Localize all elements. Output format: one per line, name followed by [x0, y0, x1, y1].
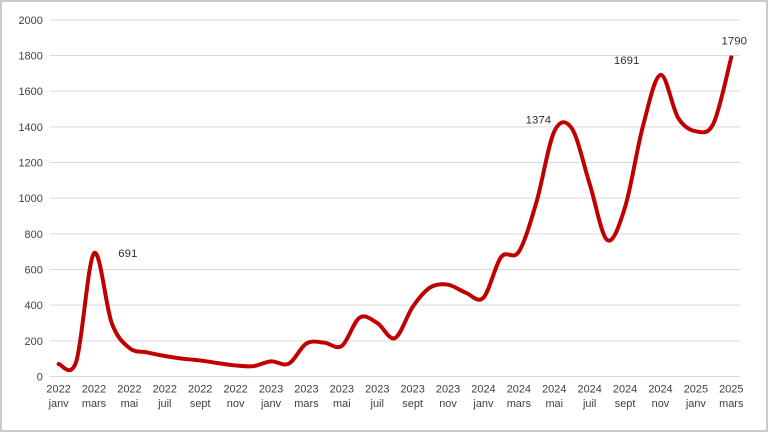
x-axis-year-label: 2022	[188, 383, 212, 395]
x-axis-year-label: 2022	[82, 383, 106, 395]
x-axis-month-label: mars	[507, 398, 532, 410]
x-axis-month-label: janv	[260, 398, 282, 410]
x-axis-month-label: janv	[472, 398, 494, 410]
y-axis-tick-label: 2000	[18, 15, 42, 27]
x-axis-month-label: mai	[333, 398, 351, 410]
x-axis-month-label: sept	[402, 398, 423, 410]
x-axis-month-label: nov	[439, 398, 457, 410]
x-axis-month-label: mai	[545, 398, 563, 410]
x-axis-month-label: juil	[370, 398, 384, 410]
x-axis-year-label: 2024	[648, 383, 672, 395]
x-axis-month-label: nov	[227, 398, 245, 410]
x-axis-month-label: janv	[685, 398, 707, 410]
x-axis-month-label: sept	[615, 398, 636, 410]
x-axis-year-label: 2022	[117, 383, 141, 395]
y-axis-tick-label: 1400	[18, 122, 42, 134]
x-axis-year-label: 2025	[719, 383, 743, 395]
y-axis-tick-label: 1200	[18, 157, 42, 169]
x-axis-year-label: 2024	[542, 383, 566, 395]
x-axis-year-label: 2024	[471, 383, 495, 395]
x-axis-year-label: 2025	[684, 383, 708, 395]
x-axis-year-label: 2024	[613, 383, 637, 395]
y-axis-tick-label: 1600	[18, 86, 42, 98]
x-axis-year-label: 2022	[223, 383, 247, 395]
x-axis-year-label: 2023	[330, 383, 354, 395]
x-axis-month-label: sept	[190, 398, 211, 410]
y-axis-tick-label: 800	[25, 229, 43, 241]
x-axis-year-label: 2023	[294, 383, 318, 395]
x-axis-year-label: 2023	[365, 383, 389, 395]
x-axis-month-label: mars	[294, 398, 319, 410]
data-label: 691	[118, 248, 137, 260]
x-axis-year-label: 2023	[436, 383, 460, 395]
y-axis-tick-label: 0	[37, 371, 43, 383]
y-axis-tick-label: 200	[25, 336, 43, 348]
x-axis-month-label: mars	[82, 398, 107, 410]
x-axis-year-label: 2023	[259, 383, 283, 395]
data-series-line	[56, 55, 734, 373]
y-axis-tick-label: 400	[25, 300, 43, 312]
y-axis-tick-label: 600	[25, 264, 43, 276]
data-label: 1691	[614, 55, 639, 67]
x-axis-month-label: janv	[48, 398, 70, 410]
x-axis-month-label: juil	[157, 398, 171, 410]
y-axis-tick-label: 1000	[18, 193, 42, 205]
x-axis-month-label: mai	[121, 398, 139, 410]
x-axis-year-label: 2024	[507, 383, 531, 395]
x-axis-month-label: mars	[719, 398, 744, 410]
data-label: 1374	[526, 115, 552, 127]
x-axis-month-label: juil	[582, 398, 596, 410]
x-axis-year-label: 2022	[46, 383, 70, 395]
data-label: 1790	[722, 35, 747, 47]
x-axis-month-label: nov	[652, 398, 670, 410]
x-axis-year-label: 2022	[153, 383, 177, 395]
x-axis-year-label: 2024	[578, 383, 602, 395]
y-axis-tick-label: 1800	[18, 50, 42, 62]
x-axis-year-label: 2023	[400, 383, 424, 395]
